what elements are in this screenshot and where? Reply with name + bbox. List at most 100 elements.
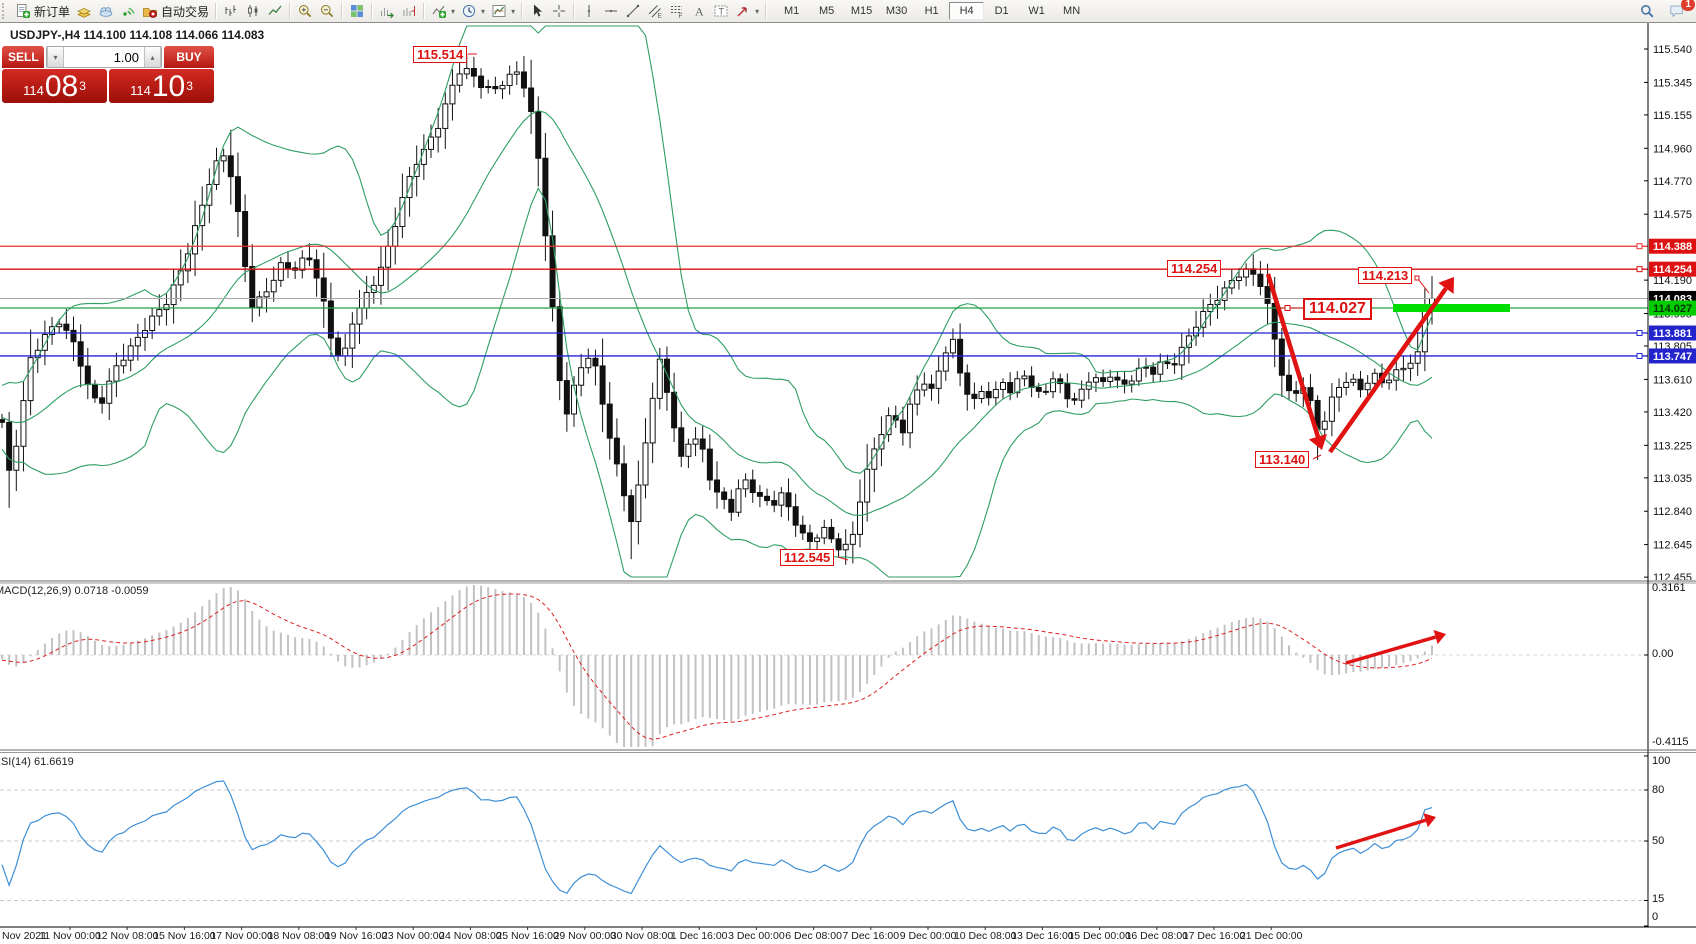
timeframe-d1-button[interactable]: D1 xyxy=(994,5,1009,17)
macd-label: MACD(12,26,9) 0.0718 -0.0059 xyxy=(0,585,149,597)
volume-decrease-button[interactable]: ▾ xyxy=(47,47,64,67)
buy-price-tile[interactable]: 114 10 3 xyxy=(109,69,214,103)
cursor-icon[interactable] xyxy=(526,2,548,20)
rsi-panel[interactable] xyxy=(0,752,1696,930)
toolbar-separator xyxy=(423,3,426,19)
timeframe-m1-button[interactable]: M1 xyxy=(783,5,800,17)
time-axis-label: 3 Dec 00:00 xyxy=(728,930,785,942)
svg-text:114.388: 114.388 xyxy=(1653,241,1692,253)
periods-icon[interactable]: ▾ xyxy=(458,2,488,20)
bar-chart-icon[interactable] xyxy=(220,2,242,20)
chevron-down-icon[interactable]: ▾ xyxy=(451,6,456,16)
svg-text:115.345: 115.345 xyxy=(1653,77,1692,89)
price-annotation-115.514[interactable]: 115.514 xyxy=(413,46,468,63)
one-click-trading-panel: SELL ▾ ▴ BUY 114 08 3 114 10 3 xyxy=(2,46,214,103)
chevron-down-icon[interactable]: ▾ xyxy=(755,6,760,16)
buy-button[interactable]: BUY xyxy=(164,46,214,68)
sell-price-tile[interactable]: 114 08 3 xyxy=(2,69,107,103)
time-axis-label: Nov 2021 xyxy=(2,930,47,942)
time-axis-label: 9 Dec 00:00 xyxy=(899,930,957,942)
buy-price-main: 10 xyxy=(151,70,186,103)
timeframe-mn-button[interactable]: MN xyxy=(1063,5,1081,17)
zoom-in-icon[interactable] xyxy=(294,2,316,20)
buy-price-prefix: 114 xyxy=(130,83,151,98)
crosshair-icon[interactable] xyxy=(548,2,570,20)
bollinger-bands xyxy=(1,25,1433,578)
red-arrow-annotation[interactable] xyxy=(1328,277,1454,454)
rsi-axis-80: 80 xyxy=(1652,784,1665,796)
candlestick-chart-icon[interactable] xyxy=(242,2,264,20)
svg-text:114.575: 114.575 xyxy=(1653,209,1692,221)
time-axis[interactable]: Nov 2021 11 Nov 00:00 12 Nov 08:00 15 Nov 1… xyxy=(0,929,1696,944)
search-icon[interactable] xyxy=(1636,2,1658,20)
macd-panel[interactable] xyxy=(0,580,1696,752)
vertical-line-icon[interactable] xyxy=(578,2,600,20)
red-arrow-annotation[interactable] xyxy=(1265,273,1327,450)
horizontal-levels[interactable] xyxy=(0,243,1648,359)
macd-axis-max: 0.3161 xyxy=(1652,582,1686,594)
templates-icon[interactable]: ▾ xyxy=(488,2,518,20)
line-chart-icon[interactable] xyxy=(264,2,286,20)
chevron-down-icon[interactable]: ▾ xyxy=(481,6,486,16)
svg-text:112.840: 112.840 xyxy=(1653,506,1692,518)
timeframe-w1-button[interactable]: W1 xyxy=(1028,5,1045,17)
timeframe-m15-button[interactable]: M15 xyxy=(850,5,873,17)
time-axis-label: 16 Dec 08:00 xyxy=(1125,930,1189,942)
price-annotation-114.254[interactable]: 114.254 xyxy=(1167,260,1222,277)
text-icon[interactable]: A xyxy=(688,2,710,20)
text-label-icon[interactable]: T xyxy=(710,2,732,20)
rsi-axis-50: 50 xyxy=(1652,835,1665,847)
svg-text:E: E xyxy=(658,13,663,20)
svg-text:113.420: 113.420 xyxy=(1653,407,1692,419)
new-order-icon[interactable]: 新订单 xyxy=(12,2,73,21)
zoom-out-icon[interactable] xyxy=(316,2,338,20)
auto-scroll-icon[interactable] xyxy=(376,2,398,20)
quotes-icon[interactable] xyxy=(73,2,95,20)
price-annotation-113.140[interactable]: 113.140 xyxy=(1255,451,1310,468)
toolbar-separator xyxy=(215,3,218,19)
sell-button[interactable]: SELL xyxy=(2,46,44,68)
new-order-label: 新订单 xyxy=(34,4,71,19)
indicators-icon[interactable]: ▾ xyxy=(428,2,458,20)
time-axis-label: 18 Nov 08:00 xyxy=(267,930,331,942)
price-annotation-114.027[interactable]: 114.027 xyxy=(1303,298,1372,320)
chart-shift-icon[interactable] xyxy=(398,2,420,20)
red-arrow-annotation[interactable] xyxy=(1345,629,1446,665)
tile-windows-icon[interactable] xyxy=(346,2,368,20)
community-icon[interactable] xyxy=(95,2,117,20)
timeframe-m5-button[interactable]: M5 xyxy=(818,5,835,17)
horizontal-line-icon[interactable] xyxy=(600,2,622,20)
volume-increase-button[interactable]: ▴ xyxy=(144,47,161,67)
timeframe-m30-button[interactable]: M30 xyxy=(885,5,908,17)
volume-input[interactable] xyxy=(64,47,144,67)
toolbar-right-group: 1 xyxy=(1636,0,1696,20)
svg-text:113.747: 113.747 xyxy=(1653,351,1692,363)
trendline-icon[interactable] xyxy=(622,2,644,20)
red-arrow-annotation[interactable] xyxy=(1335,813,1436,850)
price-annotation-112.545[interactable]: 112.545 xyxy=(780,549,835,566)
svg-text:112.645: 112.645 xyxy=(1653,540,1692,552)
chat-icon[interactable]: 1 xyxy=(1666,0,1695,20)
time-axis-label: 13 Dec 16:00 xyxy=(1011,930,1074,942)
green-highlight-bar[interactable] xyxy=(1393,304,1510,312)
channel-icon[interactable]: E xyxy=(644,2,666,20)
time-axis-label: 19 Nov 16:00 xyxy=(324,930,388,942)
time-axis-label: 24 Nov 08:00 xyxy=(439,930,502,942)
price-annotation-114.213[interactable]: 114.213 xyxy=(1358,267,1413,284)
arrows-icon[interactable]: ▾ xyxy=(732,2,762,20)
svg-text:115.540: 115.540 xyxy=(1653,44,1692,56)
rsi-axis-15: 15 xyxy=(1652,893,1665,905)
price-chart-panel[interactable]: 115.540 115.345 115.155 114.960 114.770 114.5… xyxy=(0,22,1696,580)
time-axis-label: 17 Nov 00:00 xyxy=(210,930,273,942)
svg-text:114.960: 114.960 xyxy=(1653,143,1692,155)
toolbar-grip[interactable] xyxy=(2,3,10,19)
timeframe-h4-button[interactable]: H4 xyxy=(949,2,985,20)
fibonacci-icon[interactable]: F xyxy=(666,2,688,20)
signals-icon[interactable] xyxy=(117,2,139,20)
time-axis-label: 15 Dec 00:00 xyxy=(1068,930,1131,942)
time-axis-label: 12 Nov 08:00 xyxy=(95,930,159,942)
autotrade-icon[interactable]: 自动交易 xyxy=(139,2,212,21)
svg-text:114.254: 114.254 xyxy=(1653,264,1693,276)
chevron-down-icon[interactable]: ▾ xyxy=(511,6,516,16)
timeframe-h1-button[interactable]: H1 xyxy=(924,5,939,17)
